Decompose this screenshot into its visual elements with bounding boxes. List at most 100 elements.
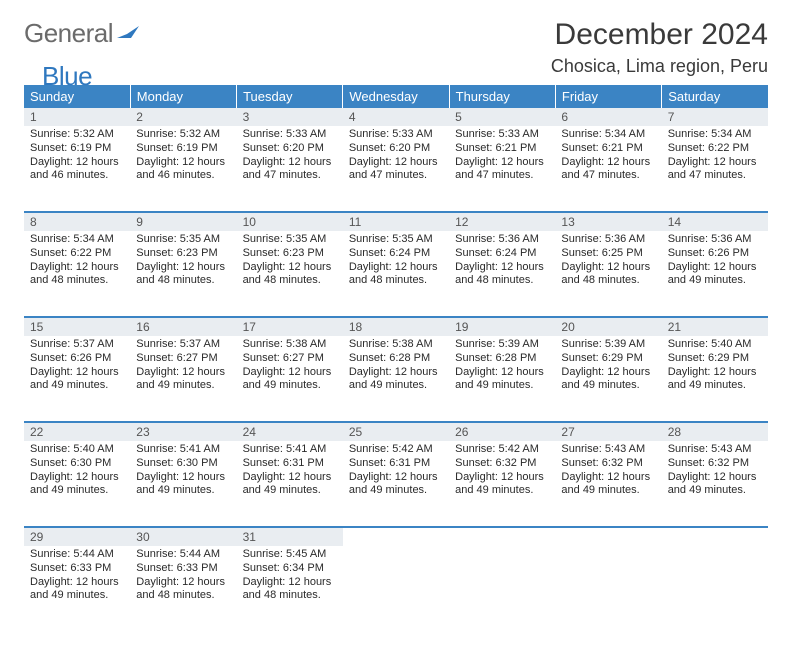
day-cell: Sunrise: 5:35 AMSunset: 6:23 PMDaylight:… bbox=[130, 231, 236, 317]
daylight-text: and 48 minutes. bbox=[243, 274, 337, 288]
day-cell-body: Sunrise: 5:38 AMSunset: 6:28 PMDaylight:… bbox=[343, 336, 449, 397]
day-cell-body: Sunrise: 5:39 AMSunset: 6:29 PMDaylight:… bbox=[555, 336, 661, 397]
sunset-text: Sunset: 6:33 PM bbox=[136, 562, 230, 576]
daylight-text: Daylight: 12 hours bbox=[668, 156, 762, 170]
day-number-cell: 24 bbox=[237, 422, 343, 441]
sunrise-text: Sunrise: 5:45 AM bbox=[243, 548, 337, 562]
daylight-text: Daylight: 12 hours bbox=[30, 156, 124, 170]
sunrise-text: Sunrise: 5:43 AM bbox=[668, 443, 762, 457]
sunrise-text: Sunrise: 5:32 AM bbox=[30, 128, 124, 142]
daylight-text: Daylight: 12 hours bbox=[30, 471, 124, 485]
daylight-text: and 49 minutes. bbox=[668, 484, 762, 498]
day-number-cell bbox=[555, 527, 661, 546]
day-number-cell: 11 bbox=[343, 212, 449, 231]
day-cell-body: Sunrise: 5:32 AMSunset: 6:19 PMDaylight:… bbox=[24, 126, 130, 187]
day-number-cell: 18 bbox=[343, 317, 449, 336]
daylight-text: and 49 minutes. bbox=[30, 379, 124, 393]
daylight-text: Daylight: 12 hours bbox=[455, 156, 549, 170]
day-cell: Sunrise: 5:33 AMSunset: 6:21 PMDaylight:… bbox=[449, 126, 555, 212]
day-number-cell: 21 bbox=[662, 317, 768, 336]
day-cell-body: Sunrise: 5:40 AMSunset: 6:30 PMDaylight:… bbox=[24, 441, 130, 502]
sunset-text: Sunset: 6:23 PM bbox=[136, 247, 230, 261]
day-cell-body: Sunrise: 5:37 AMSunset: 6:27 PMDaylight:… bbox=[130, 336, 236, 397]
daylight-text: and 49 minutes. bbox=[561, 484, 655, 498]
sunset-text: Sunset: 6:19 PM bbox=[30, 142, 124, 156]
sunset-text: Sunset: 6:28 PM bbox=[455, 352, 549, 366]
day-cell-body: Sunrise: 5:33 AMSunset: 6:20 PMDaylight:… bbox=[237, 126, 343, 187]
day-number-cell: 5 bbox=[449, 108, 555, 126]
daylight-text: Daylight: 12 hours bbox=[136, 261, 230, 275]
sunset-text: Sunset: 6:29 PM bbox=[561, 352, 655, 366]
day-number-cell: 6 bbox=[555, 108, 661, 126]
sunset-text: Sunset: 6:32 PM bbox=[561, 457, 655, 471]
sunrise-text: Sunrise: 5:39 AM bbox=[561, 338, 655, 352]
sunset-text: Sunset: 6:19 PM bbox=[136, 142, 230, 156]
daylight-text: Daylight: 12 hours bbox=[136, 576, 230, 590]
sunset-text: Sunset: 6:31 PM bbox=[243, 457, 337, 471]
day-cell-body: Sunrise: 5:44 AMSunset: 6:33 PMDaylight:… bbox=[130, 546, 236, 607]
daylight-text: and 49 minutes. bbox=[561, 379, 655, 393]
day-number-cell: 30 bbox=[130, 527, 236, 546]
weekday-header: Friday bbox=[555, 85, 661, 108]
day-cell: Sunrise: 5:35 AMSunset: 6:24 PMDaylight:… bbox=[343, 231, 449, 317]
day-cell: Sunrise: 5:41 AMSunset: 6:31 PMDaylight:… bbox=[237, 441, 343, 527]
sunset-text: Sunset: 6:25 PM bbox=[561, 247, 655, 261]
daylight-text: Daylight: 12 hours bbox=[30, 576, 124, 590]
weekday-header: Thursday bbox=[449, 85, 555, 108]
daylight-text: Daylight: 12 hours bbox=[455, 261, 549, 275]
sunset-text: Sunset: 6:22 PM bbox=[668, 142, 762, 156]
day-number-cell: 7 bbox=[662, 108, 768, 126]
daylight-text: and 48 minutes. bbox=[561, 274, 655, 288]
daylight-text: and 49 minutes. bbox=[455, 379, 549, 393]
day-cell: Sunrise: 5:33 AMSunset: 6:20 PMDaylight:… bbox=[237, 126, 343, 212]
sunrise-text: Sunrise: 5:39 AM bbox=[455, 338, 549, 352]
week-row: Sunrise: 5:44 AMSunset: 6:33 PMDaylight:… bbox=[24, 546, 768, 632]
day-cell: Sunrise: 5:32 AMSunset: 6:19 PMDaylight:… bbox=[24, 126, 130, 212]
weekday-header: Wednesday bbox=[343, 85, 449, 108]
sunrise-text: Sunrise: 5:35 AM bbox=[136, 233, 230, 247]
sunset-text: Sunset: 6:29 PM bbox=[668, 352, 762, 366]
day-number-cell: 9 bbox=[130, 212, 236, 231]
day-cell-body: Sunrise: 5:41 AMSunset: 6:31 PMDaylight:… bbox=[237, 441, 343, 502]
sunrise-text: Sunrise: 5:44 AM bbox=[136, 548, 230, 562]
sunset-text: Sunset: 6:27 PM bbox=[243, 352, 337, 366]
day-number-row: 891011121314 bbox=[24, 212, 768, 231]
weekday-header-row: Sunday Monday Tuesday Wednesday Thursday… bbox=[24, 85, 768, 108]
day-cell: Sunrise: 5:40 AMSunset: 6:30 PMDaylight:… bbox=[24, 441, 130, 527]
sunrise-text: Sunrise: 5:33 AM bbox=[349, 128, 443, 142]
day-cell bbox=[662, 546, 768, 632]
day-cell: Sunrise: 5:32 AMSunset: 6:19 PMDaylight:… bbox=[130, 126, 236, 212]
day-number-cell: 2 bbox=[130, 108, 236, 126]
sunrise-text: Sunrise: 5:34 AM bbox=[561, 128, 655, 142]
day-cell-body: Sunrise: 5:44 AMSunset: 6:33 PMDaylight:… bbox=[24, 546, 130, 607]
day-cell: Sunrise: 5:33 AMSunset: 6:20 PMDaylight:… bbox=[343, 126, 449, 212]
sunrise-text: Sunrise: 5:41 AM bbox=[243, 443, 337, 457]
week-row: Sunrise: 5:37 AMSunset: 6:26 PMDaylight:… bbox=[24, 336, 768, 422]
title-block: December 2024 Chosica, Lima region, Peru bbox=[551, 18, 768, 77]
week-row: Sunrise: 5:32 AMSunset: 6:19 PMDaylight:… bbox=[24, 126, 768, 212]
day-cell: Sunrise: 5:45 AMSunset: 6:34 PMDaylight:… bbox=[237, 546, 343, 632]
day-number-cell: 29 bbox=[24, 527, 130, 546]
sunset-text: Sunset: 6:30 PM bbox=[30, 457, 124, 471]
day-cell-body: Sunrise: 5:33 AMSunset: 6:20 PMDaylight:… bbox=[343, 126, 449, 187]
daylight-text: and 49 minutes. bbox=[243, 379, 337, 393]
day-cell bbox=[449, 546, 555, 632]
day-cell: Sunrise: 5:44 AMSunset: 6:33 PMDaylight:… bbox=[130, 546, 236, 632]
day-cell-body: Sunrise: 5:40 AMSunset: 6:29 PMDaylight:… bbox=[662, 336, 768, 397]
logo-word-1: General bbox=[24, 18, 113, 49]
weekday-header: Tuesday bbox=[237, 85, 343, 108]
day-cell: Sunrise: 5:37 AMSunset: 6:26 PMDaylight:… bbox=[24, 336, 130, 422]
sunset-text: Sunset: 6:23 PM bbox=[243, 247, 337, 261]
daylight-text: and 49 minutes. bbox=[349, 379, 443, 393]
day-cell: Sunrise: 5:43 AMSunset: 6:32 PMDaylight:… bbox=[662, 441, 768, 527]
day-cell-body: Sunrise: 5:37 AMSunset: 6:26 PMDaylight:… bbox=[24, 336, 130, 397]
day-number-cell: 14 bbox=[662, 212, 768, 231]
sunrise-text: Sunrise: 5:32 AM bbox=[136, 128, 230, 142]
daylight-text: and 48 minutes. bbox=[243, 589, 337, 603]
day-number-cell: 15 bbox=[24, 317, 130, 336]
location: Chosica, Lima region, Peru bbox=[551, 56, 768, 77]
daylight-text: and 49 minutes. bbox=[30, 589, 124, 603]
week-row: Sunrise: 5:34 AMSunset: 6:22 PMDaylight:… bbox=[24, 231, 768, 317]
daylight-text: and 49 minutes. bbox=[455, 484, 549, 498]
day-cell: Sunrise: 5:36 AMSunset: 6:25 PMDaylight:… bbox=[555, 231, 661, 317]
